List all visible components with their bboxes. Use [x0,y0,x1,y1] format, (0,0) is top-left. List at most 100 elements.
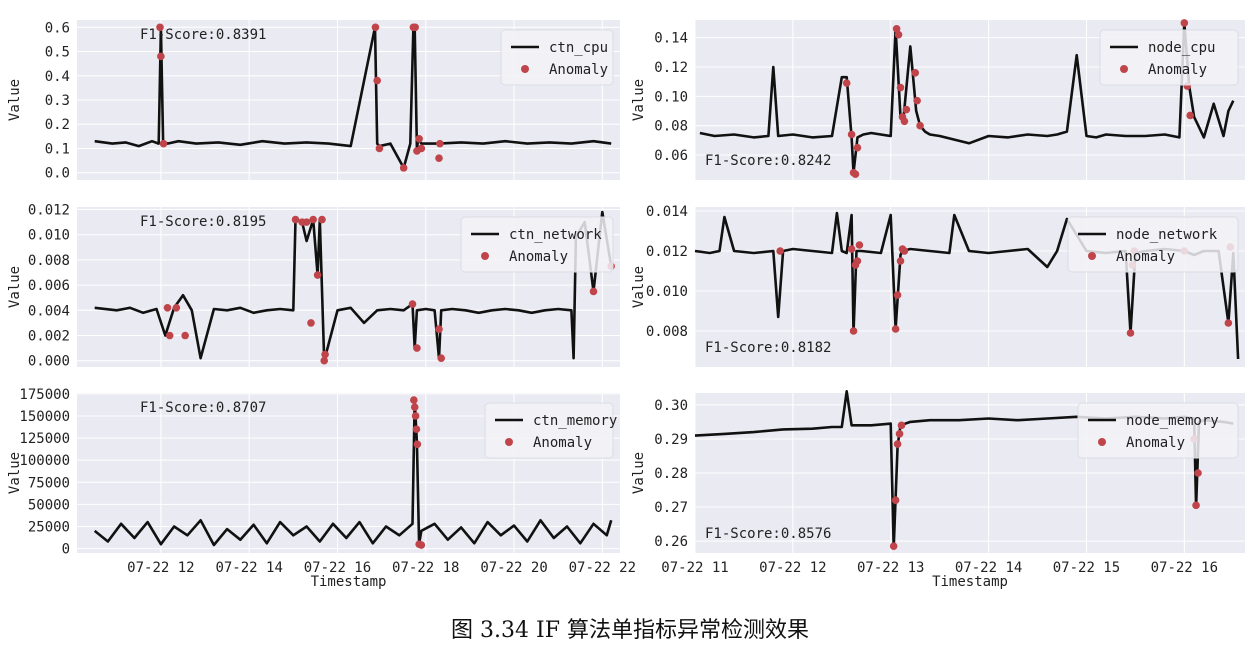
x-tick-label: 07-22 16 [304,560,371,576]
anomaly-point [165,331,174,340]
anomaly-point [375,144,384,153]
anomaly-point [1180,19,1189,27]
anomaly-point [159,139,168,148]
legend-label-series: ctn_memory [533,413,617,429]
y-tick-label: 0.2 [45,117,70,133]
anomaly-point [889,542,898,550]
anomaly-point [435,325,443,334]
y-tick-label: 0.004 [28,303,70,319]
y-tick-label: 0.008 [646,324,688,340]
anomaly-point [911,69,919,77]
y-tick-label: 0.010 [28,228,70,244]
anomaly-point [291,215,300,224]
legend-label-anomaly: Anomaly [1126,435,1185,451]
anomaly-point [320,356,329,365]
legend-label-anomaly: Anomaly [509,249,568,265]
f1-score-annotation: F1-Score:0.8182 [705,340,831,356]
anomaly-point [896,83,905,92]
anomaly-point [318,215,326,224]
x-tick-label: 07-22 15 [1053,560,1120,576]
chart-ctn_cpu: 0.0 0.1 0.2 0.3 0.4 0.5 0.6 Value F1-Score:0.839… [7,20,620,182]
y-tick-label: 25000 [28,519,70,535]
x-tick-label: 07-22 20 [480,560,547,576]
anomaly-point [776,247,784,255]
anomaly-point [437,354,446,362]
anomaly-point [313,271,322,279]
figure: 0.0 0.1 0.2 0.3 0.4 0.5 0.6 Value F1-Score:0.839… [7,19,1245,590]
y-tick-label: 0.3 [45,93,70,109]
legend: node_network Anomaly [1067,216,1239,273]
legend: node_memory Anomaly [1077,402,1239,459]
series-line-ctn_memory [93,398,613,547]
anomaly-point [1194,469,1202,477]
anomaly-point [589,287,598,296]
y-tick-label: 0.26 [654,534,688,550]
y-tick-label: 0.010 [646,284,688,300]
anomaly-point [399,164,408,172]
anomaly-point [309,215,317,224]
anomaly-point [436,139,444,148]
anomaly-point [172,303,181,312]
anomaly-point [913,96,921,105]
x-tick-label: 07-22 11 [661,560,728,576]
y-tick-label: 0.012 [646,244,688,260]
y-tick-label: 0.012 [28,203,70,219]
y-tick-label: 0.1 [45,141,70,157]
f1-score-annotation: F1-Score:0.8391 [140,27,266,43]
legend-anomaly-swatch [521,65,529,73]
anomaly-point [371,23,380,32]
y-axis-label: Value [631,266,647,308]
y-tick-label: 0.014 [646,204,688,220]
legend-box [1067,216,1239,273]
f1-score-annotation: F1-Score:0.8707 [140,400,266,416]
y-tick-label: 0.27 [654,500,688,516]
x-tick-label: 07-22 22 [569,560,636,576]
anomaly-point [413,440,422,449]
legend-label-series: ctn_cpu [549,40,608,56]
x-axis-label: Timestamp [932,574,1008,590]
legend: ctn_cpu Anomaly [500,29,614,86]
f1-score-annotation: F1-Score:0.8576 [705,526,831,542]
chart-ctn_network: 0.000 0.002 0.004 0.006 0.008 0.010 0.012 Value… [7,203,620,370]
y-tick-label: 0.002 [28,329,70,345]
anomaly-point [897,421,906,430]
anomaly-point [411,412,420,420]
chart-node_memory: 0.26 0.27 0.28 0.29 0.30 07-22 11 07-22 12 07-2… [631,390,1245,590]
legend-box [1077,402,1239,459]
anomaly-point [410,396,418,404]
y-tick-label: 75000 [28,475,70,491]
legend-box [460,216,614,273]
chart-ctn_memory: 0 25000 50000 75000 100000 125000 150000 175000… [7,387,636,590]
legend-anomaly-swatch [505,438,513,446]
x-tick-label: 07-22 13 [857,560,924,576]
anomaly-point [417,144,426,153]
anomaly-point [849,327,858,335]
y-tick-label: 0.006 [28,278,70,294]
x-tick-label: 07-22 12 [759,560,826,576]
y-tick-label: 0.000 [28,354,70,370]
y-tick-label: 0 [62,542,70,558]
x-tick-label: 07-22 14 [955,560,1022,576]
y-tick-label: 50000 [28,497,70,513]
legend-box [484,402,614,459]
y-tick-label: 175000 [19,387,70,403]
y-tick-label: 0.30 [654,398,688,414]
y-axis-label: Value [7,79,23,121]
legend-label-series: node_network [1116,227,1218,243]
legend-label-anomaly: Anomaly [549,62,608,78]
anomaly-point [302,218,311,226]
legend-box [1099,29,1239,86]
anomaly-point [1126,329,1135,337]
anomaly-point [853,143,862,152]
y-tick-label: 100000 [19,453,70,469]
anomaly-point [900,247,909,255]
y-tick-label: 0.5 [45,45,70,61]
legend-anomaly-swatch [1088,252,1096,260]
anomaly-point [851,170,860,178]
figure-caption: 图 3.34 IF 算法单指标异常检测效果 [451,618,809,643]
legend-anomaly-swatch [1098,438,1106,446]
anomaly-point [321,350,329,359]
legend: ctn_network Anomaly [460,216,614,273]
anomaly-point [412,425,421,434]
anomaly-point [373,76,381,85]
